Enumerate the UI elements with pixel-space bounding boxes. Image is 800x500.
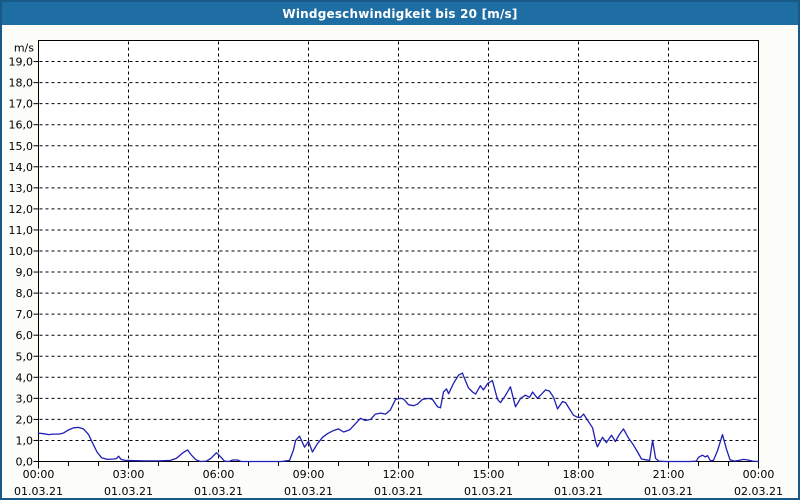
- wind-speed-series-line: [37, 372, 760, 463]
- x-tick-date-label: 01.03.21: [464, 485, 513, 498]
- y-tick-label: 5,0: [16, 350, 34, 363]
- chart-title: Windgeschwindigkeit bis 20 [m/s]: [282, 6, 518, 21]
- y-tick-label: 9,0: [16, 266, 34, 279]
- x-tick-time-label: 03:00: [113, 468, 145, 481]
- y-tick-label: 15,0: [9, 140, 34, 153]
- x-tick-date-label: 01.03.21: [194, 485, 243, 498]
- y-tick-label: 11,0: [9, 224, 34, 237]
- y-tick-label: 14,0: [9, 161, 34, 174]
- y-tick-label: 10,0: [9, 245, 34, 258]
- y-tick-label: 0,0: [16, 456, 34, 469]
- y-tick-label: 2,0: [16, 413, 34, 426]
- x-tick-time-label: 06:00: [203, 468, 235, 481]
- y-tick-label: 8,0: [16, 287, 34, 300]
- x-tick-time-label: 00:00: [743, 468, 775, 481]
- y-tick-label: 7,0: [16, 308, 34, 321]
- x-tick-date-label: 01.03.21: [374, 485, 423, 498]
- x-tick-time-label: 15:00: [473, 468, 505, 481]
- y-tick-label: 17,0: [9, 98, 34, 111]
- x-tick-date-label: 01.03.21: [14, 485, 63, 498]
- x-tick-date-label: 01.03.21: [554, 485, 603, 498]
- chart-title-bar: Windgeschwindigkeit bis 20 [m/s]: [2, 2, 798, 25]
- x-tick-time-label: 09:00: [293, 468, 325, 481]
- y-tick-label: 6,0: [16, 329, 34, 342]
- y-axis-unit-label: m/s: [14, 42, 34, 55]
- x-tick-time-label: 12:00: [383, 468, 415, 481]
- x-tick-date-label: 01.03.21: [644, 485, 693, 498]
- y-tick-label: 18,0: [9, 77, 34, 90]
- x-tick-date-label: 02.03.21: [734, 485, 783, 498]
- y-tick-label: 1,0: [16, 434, 34, 447]
- x-tick-time-label: 00:00: [23, 468, 55, 481]
- y-tick-label: 16,0: [9, 119, 34, 132]
- x-tick-time-label: 18:00: [563, 468, 595, 481]
- x-tick-date-label: 01.03.21: [284, 485, 333, 498]
- y-tick-label: 13,0: [9, 182, 34, 195]
- x-tick-date-label: 01.03.21: [104, 485, 153, 498]
- y-tick-label: 12,0: [9, 203, 34, 216]
- x-tick-time-label: 21:00: [653, 468, 685, 481]
- y-tick-label: 3,0: [16, 392, 34, 405]
- y-tick-label: 4,0: [16, 371, 34, 384]
- y-tick-label: 19,0: [9, 56, 34, 69]
